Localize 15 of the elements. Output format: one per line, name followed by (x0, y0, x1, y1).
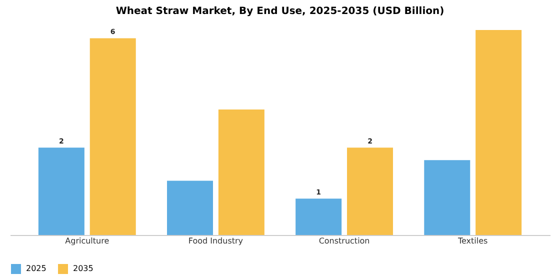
x-tick-label: Agriculture (65, 236, 110, 246)
bar (476, 30, 522, 235)
x-tick-label: Food Industry (188, 236, 244, 246)
bar (218, 110, 264, 235)
bar (90, 38, 136, 235)
bar (38, 148, 84, 235)
legend-label: 2035 (73, 264, 94, 273)
x-tick-label: Textiles (457, 236, 488, 246)
legend-label: 2025 (26, 264, 46, 273)
bar (296, 198, 342, 235)
bar (167, 180, 213, 235)
bar (424, 160, 470, 235)
chart-title: Wheat Straw Market, By End Use, 2025-2035 (USD Billion) (116, 6, 444, 17)
bar (347, 148, 393, 235)
x-tick-label: Construction (318, 236, 370, 246)
